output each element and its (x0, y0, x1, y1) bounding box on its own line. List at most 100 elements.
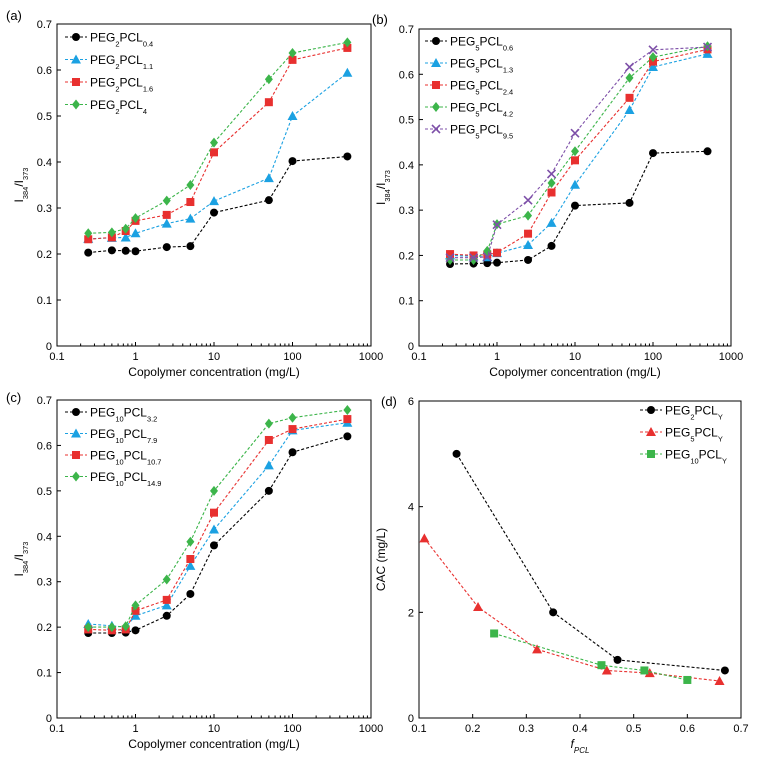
data-point (264, 435, 273, 444)
data-point (162, 574, 171, 585)
y-tick-label: 0.6 (37, 65, 52, 77)
chart-panel-4: 0 2 4 6 0.1 0.2 0.3 0.4 0.5 0.6 0.7 (d) fPCL CAC (mg/… (374, 394, 749, 755)
data-point (210, 485, 218, 496)
legend-entry: PEG10PCL10.7 (65, 449, 161, 466)
data-point (597, 661, 606, 670)
y-tick-label: 0.1 (37, 668, 52, 680)
data-point (121, 621, 130, 632)
data-point (546, 217, 557, 227)
y-tick-label: 0.4 (399, 160, 414, 172)
data-point (131, 213, 140, 224)
y-tick-label: 0.2 (399, 250, 414, 262)
legend-marker (71, 54, 81, 64)
legend-label: PEG5PCLY (665, 426, 723, 444)
legend-label: PEG2PCL1.6 (90, 76, 153, 94)
x-tick-label: 0.1 (49, 723, 64, 735)
data-point (703, 147, 712, 156)
data-point (264, 74, 273, 85)
legend-label: PEG2PCL1.1 (90, 53, 153, 71)
legend-label: PEG10PCLY (665, 448, 727, 466)
legend-marker (72, 99, 80, 110)
data-point (490, 629, 499, 638)
data-point (649, 149, 657, 158)
data-point (210, 148, 218, 157)
series-line (88, 409, 348, 628)
legend-entry: PEG2PCL4 (65, 98, 147, 116)
legend-entry: PEG2PCL1.1 (65, 53, 153, 71)
y-tick-label: 2 (408, 607, 414, 619)
data-point (625, 93, 634, 102)
series-line (449, 150, 708, 265)
legend-marker (646, 427, 656, 436)
legend-entry: PEG5PCL9.5 (425, 123, 513, 141)
data-point (532, 644, 543, 654)
y-tick-label: 0.5 (37, 486, 52, 498)
data-point (162, 611, 171, 620)
legend-entry: PEG10PCL3.2 (65, 406, 157, 423)
chart-panel-3: 00.10.20.30.40.50.60.70.1 1 10 100 1000(c)Co… (6, 390, 383, 751)
data-point (523, 240, 534, 250)
x-tick-label: 100 (283, 723, 301, 735)
legend-marker (432, 81, 440, 89)
data-point (523, 195, 533, 205)
data-point (263, 173, 274, 183)
data-point (162, 595, 171, 604)
data-point (613, 655, 622, 664)
x-tick-label: 1000 (359, 351, 383, 363)
data-point (288, 425, 297, 434)
data-point (482, 252, 492, 262)
chart-panel-1: 00.10.20.30.40.50.60.70.1 1 10 100 1000(a)Co… (6, 8, 383, 379)
data-point (288, 157, 297, 166)
x-tick-label: 0.5 (626, 723, 641, 735)
data-point (287, 111, 298, 120)
legend-marker (72, 78, 80, 86)
legend-label: PEG5PCL2.4 (450, 79, 513, 97)
data-point (84, 235, 93, 244)
series-PEG10-PCLY (490, 629, 692, 684)
data-point (343, 432, 352, 441)
plot-frame (56, 23, 372, 347)
data-point (185, 213, 196, 223)
legend-entry: PEG2PCLY (640, 404, 723, 421)
x-tick-label: 0.4 (572, 723, 587, 735)
panel-label: (c) (6, 390, 21, 405)
data-point (524, 229, 533, 238)
data-point (186, 198, 195, 207)
data-point (161, 600, 172, 610)
x-tick-label: 10 (569, 351, 581, 363)
legend-label: PEG5PCL4.2 (450, 101, 513, 119)
legend-label: PEG5PCL1.3 (450, 57, 513, 75)
data-point (131, 626, 140, 635)
data-point (493, 248, 501, 257)
y-tick-label: 0.4 (37, 157, 52, 169)
data-point (121, 223, 130, 234)
y-tick-label: 0.7 (399, 24, 414, 36)
data-point (210, 137, 218, 148)
series-line (88, 435, 348, 634)
x-tick-label: 1 (132, 723, 138, 735)
series-line (88, 72, 348, 240)
legend-label: PEG10PCL7.9 (90, 427, 157, 445)
data-point (162, 195, 171, 206)
panel-label: (a) (6, 8, 22, 23)
y-tick-label: 0.5 (399, 115, 414, 127)
legend-entry: PEG5PCL4.2 (425, 101, 513, 119)
x-axis-label: Copolymer concentration (mg/L) (128, 365, 299, 379)
x-tick-label: 0.3 (519, 723, 534, 735)
series-PEG2-PCL0.4 (84, 152, 352, 257)
data-point (702, 42, 713, 52)
data-point (640, 666, 649, 675)
y-tick-label: 0.6 (399, 69, 414, 81)
legend-marker (431, 58, 441, 67)
data-point (130, 610, 141, 620)
legend-label: PEG5PCL9.5 (450, 123, 513, 141)
data-point (524, 210, 533, 221)
data-point (263, 460, 274, 470)
series-line (88, 47, 348, 240)
y-tick-label: 0.2 (37, 622, 52, 634)
x-tick-label: 100 (644, 351, 662, 363)
y-tick-label: 0 (46, 341, 52, 353)
data-point (570, 179, 580, 189)
data-point (288, 448, 297, 457)
